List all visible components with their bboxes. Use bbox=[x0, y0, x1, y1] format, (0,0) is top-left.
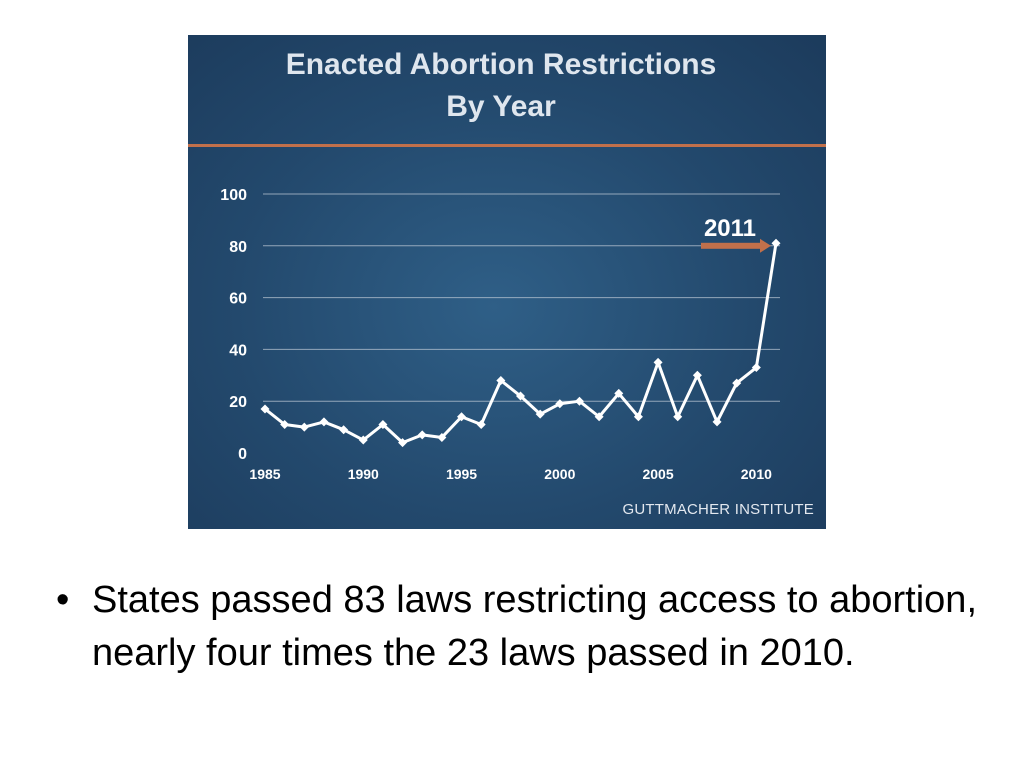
data-point bbox=[516, 391, 525, 401]
annotation-arrow-shaft bbox=[701, 242, 761, 249]
source-credit: GUTTMACHER INSTITUTE bbox=[622, 501, 814, 518]
y-tick-label: 80 bbox=[229, 239, 247, 256]
data-point bbox=[339, 425, 349, 435]
data-point bbox=[633, 412, 643, 422]
x-tick-label: 2000 bbox=[544, 466, 575, 482]
data-point bbox=[594, 412, 604, 422]
data-point bbox=[437, 432, 447, 442]
bullet-item: • States passed 83 laws restricting acce… bbox=[56, 574, 986, 680]
data-point bbox=[653, 357, 663, 367]
x-tick-label: 2010 bbox=[741, 466, 772, 482]
data-point bbox=[732, 378, 742, 388]
x-tick-label: 1990 bbox=[348, 466, 379, 482]
data-point bbox=[614, 388, 624, 398]
data-point bbox=[555, 399, 565, 409]
data-point bbox=[319, 417, 329, 427]
x-tick-label: 1995 bbox=[446, 466, 477, 482]
y-tick-label: 20 bbox=[229, 394, 247, 411]
data-point bbox=[712, 417, 722, 427]
data-point bbox=[771, 238, 781, 248]
y-tick-label: 0 bbox=[238, 446, 247, 463]
data-point bbox=[496, 375, 506, 385]
data-point bbox=[535, 409, 545, 419]
data-point bbox=[751, 363, 761, 373]
series-line bbox=[263, 241, 778, 445]
data-point bbox=[457, 412, 467, 422]
data-point bbox=[299, 422, 309, 432]
data-point bbox=[398, 438, 408, 448]
y-tick-label: 40 bbox=[229, 342, 247, 359]
chart-title: Enacted Abortion Restrictions bbox=[285, 48, 717, 81]
data-point bbox=[260, 404, 270, 414]
data-point bbox=[574, 396, 584, 406]
chart-panel: Enacted Abortion Restrictions By Year 0 2… bbox=[188, 35, 826, 529]
data-point bbox=[280, 420, 290, 430]
annotation-arrow-head bbox=[760, 238, 771, 253]
data-point bbox=[476, 420, 486, 430]
data-point bbox=[378, 420, 388, 430]
annotation-label: 2011 bbox=[704, 215, 756, 242]
data-point bbox=[358, 435, 368, 445]
x-tick-label: 1985 bbox=[249, 466, 280, 482]
title-divider bbox=[188, 144, 826, 147]
y-tick-label: 100 bbox=[220, 187, 247, 204]
bullet-text: States passed 83 laws restricting access… bbox=[92, 579, 978, 674]
data-point bbox=[692, 370, 702, 380]
bullet-icon: • bbox=[56, 579, 70, 621]
y-tick-label: 60 bbox=[229, 291, 247, 308]
data-point bbox=[417, 430, 427, 440]
chart-subtitle: By Year bbox=[446, 90, 556, 123]
x-tick-label: 2005 bbox=[642, 466, 673, 482]
data-point bbox=[673, 412, 683, 422]
line-chart: 0 20 40 60 80 100 1985 1990 1995 2000 2005 2010 2011 bbox=[220, 187, 781, 482]
